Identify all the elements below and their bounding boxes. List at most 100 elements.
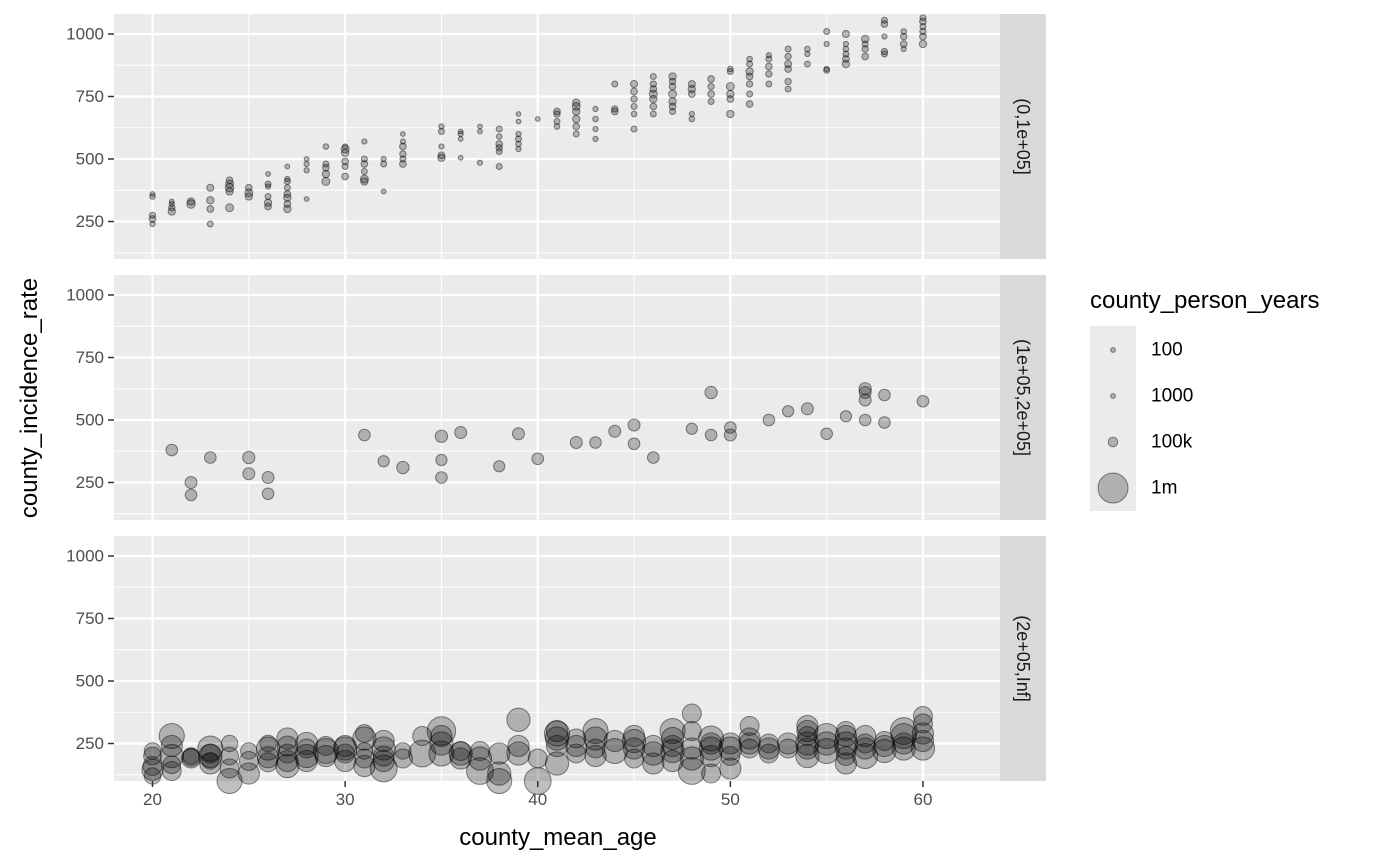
data-point <box>718 736 743 761</box>
data-point <box>486 767 513 795</box>
data-point <box>630 87 638 96</box>
data-point <box>880 50 888 58</box>
data-point <box>765 55 773 63</box>
data-point <box>545 734 569 758</box>
data-point <box>240 742 258 760</box>
data-point <box>372 729 395 753</box>
data-point <box>630 95 638 103</box>
data-point <box>495 133 503 140</box>
data-point <box>566 728 587 749</box>
data-point <box>823 66 831 74</box>
data-point <box>448 741 473 766</box>
data-point <box>572 130 580 138</box>
legend-entry-label: 100 <box>1151 340 1183 361</box>
data-point <box>450 741 471 761</box>
data-point <box>592 135 599 143</box>
data-point <box>919 32 927 41</box>
legend-title: county_person_years <box>1090 287 1319 314</box>
data-point <box>284 175 291 183</box>
data-point <box>277 743 298 764</box>
data-point <box>371 736 396 761</box>
data-point <box>707 75 715 83</box>
data-point <box>685 422 698 435</box>
data-point <box>438 123 445 130</box>
data-point <box>244 192 254 201</box>
data-point <box>803 60 811 68</box>
data-point <box>919 14 927 22</box>
data-point <box>795 743 820 769</box>
data-point <box>641 741 666 766</box>
x-axis: 20 30 40 50 60 <box>143 781 932 809</box>
data-point <box>603 729 626 753</box>
data-point <box>688 115 696 123</box>
data-point <box>880 20 889 28</box>
data-point <box>608 424 622 438</box>
data-point <box>255 736 281 761</box>
x-tick-label: 50 <box>721 790 740 809</box>
data-point <box>206 205 215 213</box>
data-point <box>642 752 665 775</box>
data-point <box>400 131 406 137</box>
data-point <box>181 747 201 767</box>
data-point <box>566 743 587 764</box>
y-tick-label: 750 <box>76 87 104 106</box>
data-point <box>276 727 299 750</box>
data-point <box>340 144 350 154</box>
data-point <box>582 717 609 745</box>
data-point <box>514 135 522 143</box>
data-point <box>841 29 850 39</box>
data-point <box>669 108 677 115</box>
data-point <box>435 471 448 484</box>
data-point <box>841 59 851 69</box>
data-point <box>854 737 877 760</box>
data-point <box>668 97 677 106</box>
data-point <box>168 198 175 205</box>
data-point <box>148 215 157 223</box>
data-point <box>283 193 292 202</box>
data-point <box>679 746 704 771</box>
data-point <box>429 731 454 756</box>
data-point <box>627 418 641 432</box>
data-point <box>355 724 374 743</box>
data-point <box>649 80 657 88</box>
data-point <box>726 68 734 75</box>
data-point <box>354 748 375 769</box>
data-point <box>677 757 706 785</box>
data-point <box>333 736 358 761</box>
data-point <box>181 748 202 769</box>
data-point <box>219 758 240 779</box>
data-point <box>861 40 869 48</box>
data-point <box>649 110 657 118</box>
data-point <box>649 94 658 104</box>
data-point <box>745 67 754 76</box>
x-axis-title: county_mean_age <box>459 824 656 851</box>
data-point <box>314 744 337 768</box>
data-point <box>842 45 850 53</box>
y-tick-label: 500 <box>76 672 104 691</box>
data-point <box>355 742 374 760</box>
data-point <box>858 382 872 396</box>
data-point <box>182 747 200 765</box>
data-point <box>399 160 407 168</box>
data-point <box>265 171 271 177</box>
data-point <box>796 719 819 743</box>
data-point <box>765 52 772 59</box>
data-point <box>186 197 196 206</box>
data-point <box>813 737 840 765</box>
data-point <box>396 460 410 475</box>
data-point <box>707 82 715 91</box>
y-tick-label: 750 <box>76 609 104 628</box>
data-point <box>380 155 387 163</box>
data-point <box>303 156 310 162</box>
data-point <box>900 45 907 53</box>
data-point <box>322 163 330 172</box>
data-point <box>264 202 272 211</box>
data-point <box>477 128 483 135</box>
data-point <box>161 761 182 781</box>
data-point <box>592 105 599 113</box>
data-point <box>889 717 918 745</box>
data-point <box>698 736 724 761</box>
data-point <box>919 27 927 36</box>
data-point <box>858 386 872 399</box>
data-point <box>723 428 737 442</box>
